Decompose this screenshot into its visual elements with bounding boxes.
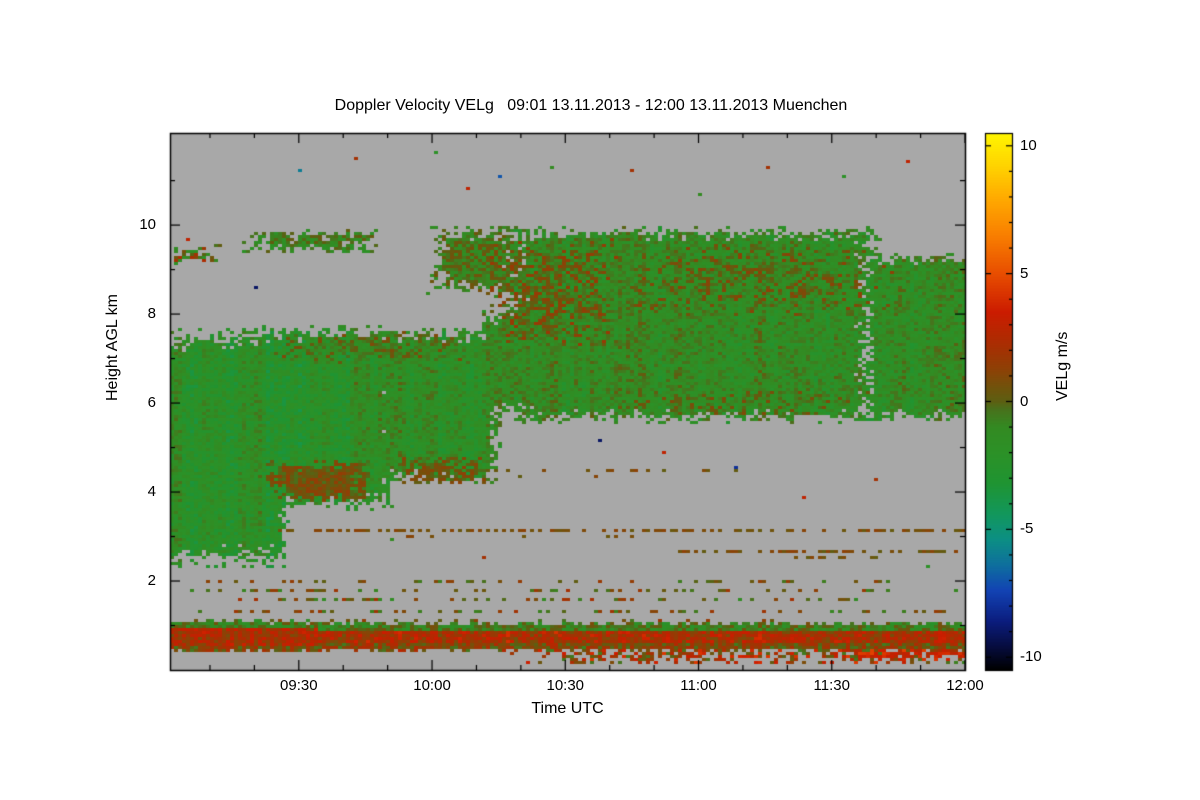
x-tick-label: 12:00 [946, 677, 984, 694]
y-tick-label: 2 [147, 572, 156, 590]
x-tick-label: 10:00 [413, 677, 451, 694]
y-tick-label: 10 [139, 216, 156, 234]
x-tick-label: 11:00 [680, 677, 717, 694]
colorbar-tick-label: 5 [1020, 264, 1029, 282]
colorbar-tick-label: 10 [1020, 136, 1037, 154]
x-tick-label: 10:30 [546, 677, 585, 694]
y-tick-label: 4 [147, 483, 156, 501]
colorbar-tick-label: 0 [1020, 392, 1029, 410]
x-tick-label: 09:30 [280, 677, 318, 694]
colorbar-tick-label: -10 [1020, 648, 1042, 666]
x-tick-label: 11:30 [813, 677, 850, 694]
y-tick-label: 8 [147, 305, 156, 323]
chart-title: Doppler Velocity VELg 09:01 13.11.2013 -… [334, 97, 848, 114]
colorbar-tick-label: -5 [1020, 520, 1034, 538]
x-axis-label: Time UTC [531, 700, 604, 717]
y-tick-label: 6 [147, 394, 156, 412]
